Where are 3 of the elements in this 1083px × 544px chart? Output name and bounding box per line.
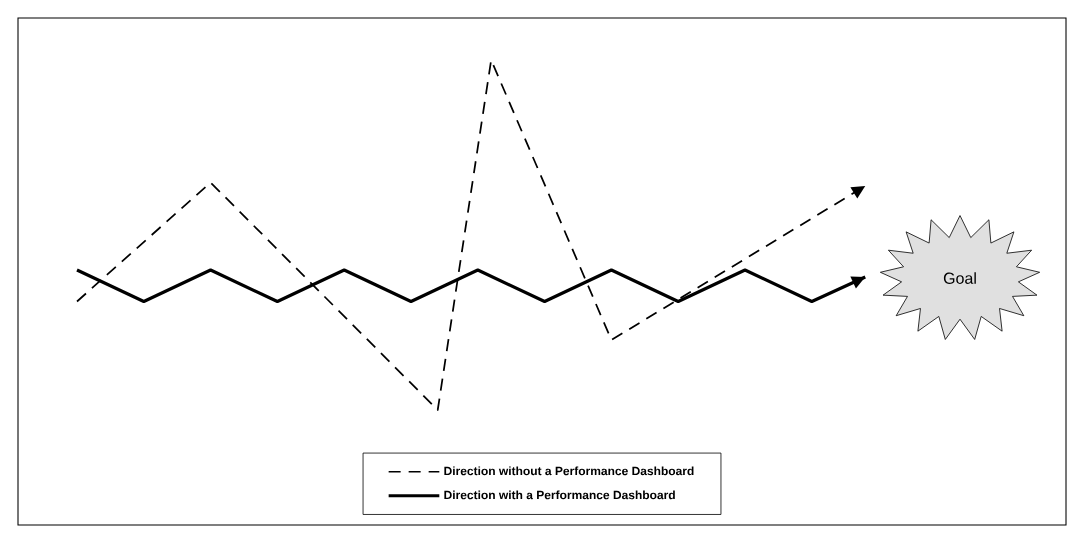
text: Goal [943,272,976,284]
legend-label: Direction with a Performance Dashboard [444,490,675,500]
legend-label: Direction without a Performance Dashboard [444,466,694,476]
